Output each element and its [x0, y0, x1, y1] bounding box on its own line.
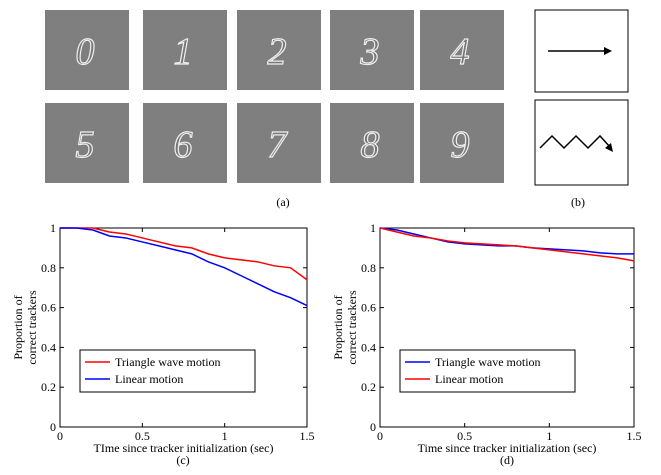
line-series	[380, 228, 634, 261]
y-axis-label: correct trackers	[25, 290, 39, 365]
digit: 0	[76, 31, 95, 73]
x-tick-label: 1.5	[300, 429, 315, 443]
y-tick-label: 0.6	[361, 301, 376, 315]
y-tick-label: 1	[370, 221, 376, 235]
digit: 4	[451, 31, 470, 73]
y-tick-label: 0.8	[361, 261, 376, 275]
digit: 1	[174, 31, 193, 73]
digit: 8	[361, 124, 380, 166]
y-tick-label: 0.6	[41, 301, 56, 315]
digit: 3	[360, 31, 380, 73]
figure: (b) (a) 012345678900.20.40.60.8100.511.5…	[0, 0, 661, 470]
panel-label: (a)	[276, 195, 289, 209]
y-tick-label: 0.2	[41, 380, 56, 394]
y-axis-label: correct trackers	[345, 290, 359, 365]
digit: 2	[268, 31, 287, 73]
y-tick-label: 0	[50, 420, 56, 434]
line-series	[60, 228, 307, 306]
y-tick-label: 0.8	[41, 261, 56, 275]
panel-label: (b)	[571, 195, 585, 209]
plot-frame	[60, 228, 307, 427]
line-series	[60, 228, 307, 280]
panel-b: (b)	[535, 10, 628, 209]
x-tick-label: 0	[57, 429, 63, 443]
y-tick-label: 0	[370, 420, 376, 434]
y-tick-label: 0.2	[361, 380, 376, 394]
legend-label: Triangle wave motion	[435, 355, 541, 369]
legend-label: Linear motion	[435, 372, 503, 386]
digit: 5	[76, 124, 95, 166]
panel-label: (d)	[500, 453, 514, 467]
legend-label: Linear motion	[115, 372, 183, 386]
y-tick-label: 0.4	[41, 340, 56, 354]
y-axis-label: Proportion of	[11, 295, 25, 359]
y-tick-label: 1	[50, 221, 56, 235]
digit: 9	[451, 124, 470, 166]
plot-frame	[380, 228, 634, 427]
panel-label: (c)	[176, 453, 189, 467]
x-tick-label: 0	[377, 429, 383, 443]
digit: 7	[268, 124, 289, 166]
x-tick-label: 1.5	[627, 429, 642, 443]
line-series	[380, 228, 634, 254]
legend-label: Triangle wave motion	[115, 355, 221, 369]
y-tick-label: 0.4	[361, 340, 376, 354]
digit: 6	[174, 124, 193, 166]
y-axis-label: Proportion of	[331, 295, 345, 359]
